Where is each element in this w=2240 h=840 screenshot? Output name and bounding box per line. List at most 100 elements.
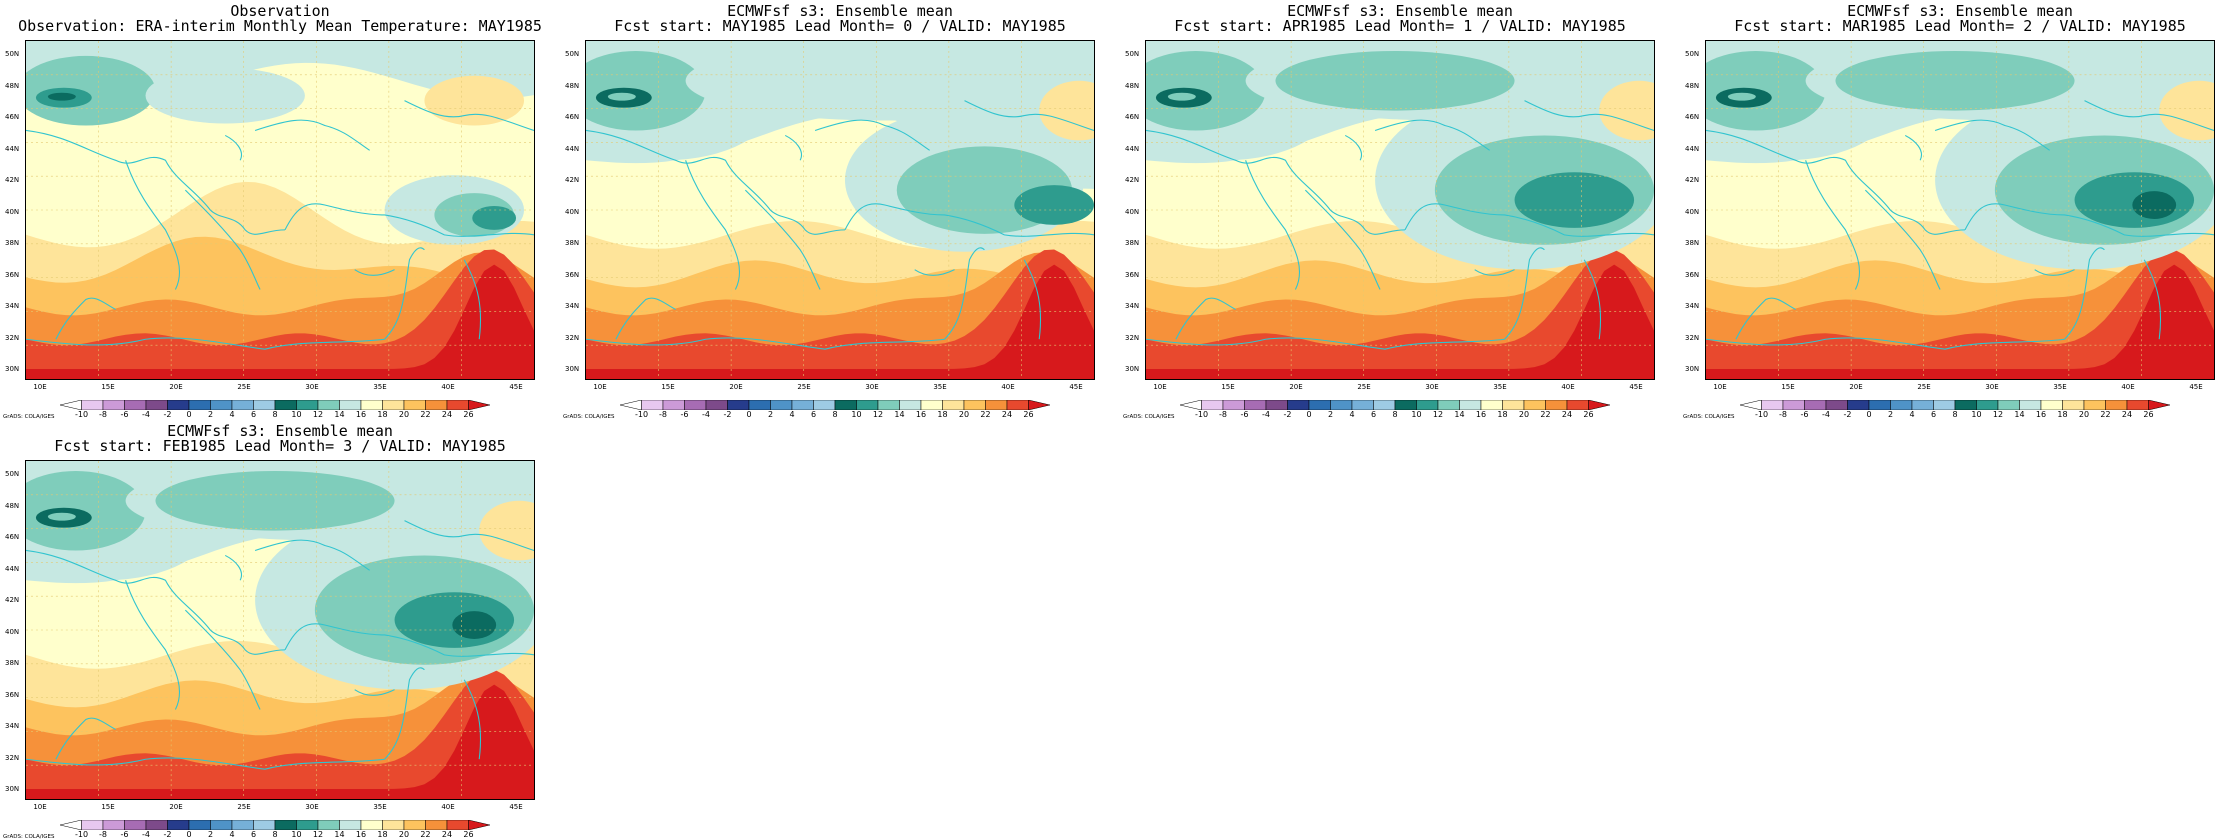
colorbar-swatch — [145, 400, 168, 410]
colorbar-swatch — [1740, 400, 1762, 410]
colorbar-swatch — [1825, 400, 1848, 410]
panel-subtitle: Fcst start: APR1985 Lead Month= 1 / VALI… — [1174, 17, 1626, 35]
temperature-map — [585, 40, 1095, 380]
longitude-label: 40E — [1001, 383, 1015, 391]
latitude-label: 44N — [1685, 144, 1700, 153]
colorbar-label: 10 — [291, 830, 302, 839]
panel-subtitle: Fcst start: MAR1985 Lead Month= 2 / VALI… — [1734, 17, 2186, 35]
colorbar-swatch — [1566, 400, 1589, 410]
temperature-field — [586, 41, 1094, 379]
colorbar-swatch — [1459, 400, 1482, 410]
colorbar-swatch — [662, 400, 685, 410]
latitude-label: 44N — [5, 564, 20, 573]
colorbar-label: 16 — [355, 410, 367, 419]
colorbar-swatch — [188, 820, 211, 830]
colorbar-swatch — [382, 400, 405, 410]
colorbar-label: 14 — [2014, 410, 2025, 419]
latitude-label: 46N — [5, 533, 20, 541]
colorbar-swatch — [1502, 400, 1525, 410]
longitude-label: 25E — [237, 383, 251, 391]
latitude-label: 34N — [5, 302, 20, 310]
colorbar-swatch — [231, 820, 254, 830]
colorbar-label: -10 — [1754, 410, 1769, 419]
colorbar-swatch — [124, 820, 147, 830]
colorbar-swatch — [1890, 400, 1913, 410]
colorbar-swatch — [81, 400, 104, 410]
colorbar-swatch — [1523, 400, 1546, 410]
longitude-label: 20E — [1849, 383, 1863, 391]
colorbar-swatch — [2126, 400, 2149, 410]
longitude-label: 40E — [441, 803, 455, 811]
longitude-label: 10E — [1153, 383, 1167, 391]
latitude-label: 50N — [1125, 50, 1140, 58]
temperature-map — [1705, 40, 2215, 380]
latitude-label: 38N — [1125, 239, 1140, 247]
longitude-label: 15E — [1781, 383, 1795, 391]
colorbar-label: -6 — [1240, 410, 1249, 419]
colorbar-swatch — [145, 820, 168, 830]
longitude-label: 15E — [101, 383, 115, 391]
grads-credit: GrADS: COLA/IGES — [3, 414, 55, 420]
colorbar-swatch — [124, 400, 147, 410]
longitude-label: 20E — [729, 383, 743, 391]
colorbar-label: 0 — [1306, 410, 1312, 419]
colorbar-swatch — [2083, 400, 2106, 410]
latitude-label: 38N — [565, 239, 580, 247]
colorbar-label: -4 — [1822, 410, 1830, 419]
latitude-label: 32N — [1125, 333, 1140, 342]
colorbar-swatch — [1976, 400, 1999, 410]
colorbar-label: -6 — [120, 410, 129, 419]
colorbar-swatch — [1244, 400, 1267, 410]
colorbar-swatch — [770, 400, 793, 410]
latitude-label: 38N — [1685, 239, 1700, 247]
colorbar — [620, 400, 1050, 410]
temperature-map — [1145, 40, 1655, 380]
longitude-label: 30E — [865, 383, 879, 391]
colorbar-label: 24 — [1001, 410, 1013, 419]
longitude-label: 25E — [1357, 383, 1371, 391]
colorbar-swatch — [1222, 400, 1245, 410]
colorbar-swatch — [641, 400, 664, 410]
colorbar-swatch — [60, 400, 82, 410]
colorbar-label: -4 — [1262, 410, 1270, 419]
map-panel-lead2: ECMWFsf s3: Ensemble mean Fcst start: MAR… — [1680, 0, 2240, 420]
colorbar-label: 18 — [377, 830, 388, 839]
colorbar-swatch — [920, 400, 943, 410]
colorbar-swatch — [468, 820, 490, 830]
colorbar-label: 6 — [1930, 410, 1937, 419]
colorbar-label: 22 — [980, 410, 991, 419]
latitude-label: 30N — [5, 365, 20, 373]
colorbar-swatch — [1006, 400, 1029, 410]
colorbar-label: 18 — [377, 410, 388, 419]
colorbar — [1740, 400, 2170, 410]
colorbar-label: 12 — [872, 410, 884, 419]
colorbar-swatch — [1330, 400, 1353, 410]
colorbar-swatch — [963, 400, 986, 410]
latitude-label: 46N — [565, 113, 580, 121]
latitude-label: 48N — [5, 501, 20, 510]
colorbar-label: 12 — [312, 410, 324, 419]
latitude-label: 30N — [1125, 365, 1140, 373]
grads-credit: GrADS: COLA/IGES — [563, 414, 615, 420]
colorbar-swatch — [403, 400, 426, 410]
colorbar-swatch — [60, 820, 82, 830]
longitude-label: 20E — [1289, 383, 1303, 391]
colorbar-label: -10 — [74, 830, 89, 839]
latitude-label: 44N — [5, 144, 20, 153]
colorbar-label: -8 — [99, 830, 107, 839]
latitude-label: 44N — [1125, 144, 1140, 153]
colorbar-label: 24 — [2121, 410, 2133, 419]
latitude-label: 34N — [1125, 302, 1140, 310]
colorbar-label: 14 — [334, 410, 345, 419]
longitude-label: 25E — [237, 803, 251, 811]
colorbar-swatch — [2148, 400, 2170, 410]
colorbar-label: 6 — [250, 830, 257, 839]
longitude-label: 15E — [1221, 383, 1235, 391]
latitude-label: 38N — [5, 239, 20, 247]
longitude-label: 30E — [1985, 383, 1999, 391]
colorbar-swatch — [188, 400, 211, 410]
longitude-label: 40E — [441, 383, 455, 391]
colorbar-label: 6 — [810, 410, 817, 419]
colorbar-label: 16 — [2035, 410, 2047, 419]
temperature-field — [26, 41, 534, 379]
